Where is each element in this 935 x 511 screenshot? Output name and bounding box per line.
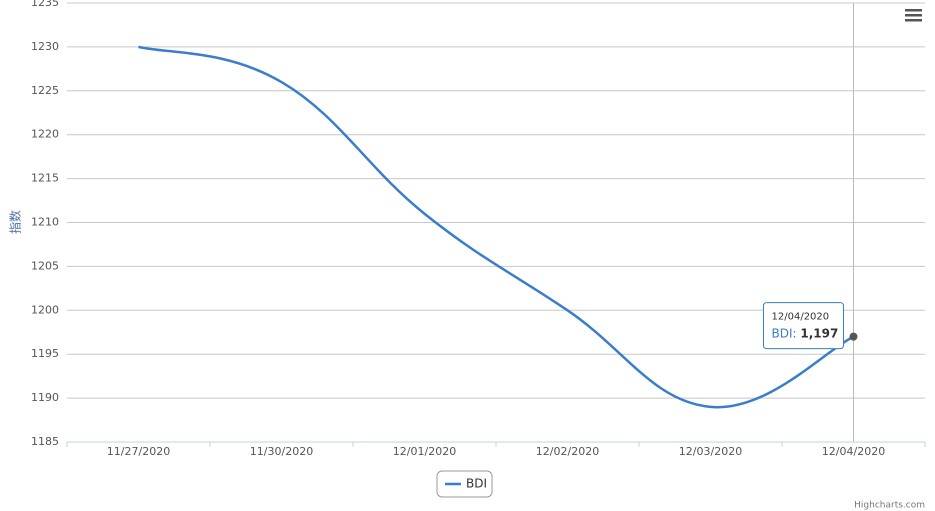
menu-bar	[905, 19, 922, 22]
y-tick-label: 1225	[31, 84, 59, 97]
tooltip: 12/04/2020 BDI: 1,197	[763, 302, 844, 350]
tooltip-category: 12/04/2020	[772, 312, 830, 323]
tooltip-value: BDI: 1,197	[772, 326, 839, 340]
y-tick-label: 1185	[31, 435, 59, 448]
hover-point	[849, 332, 858, 341]
legend-box	[436, 470, 493, 498]
y-tick-label: 1230	[31, 40, 59, 53]
line	[138, 45, 855, 409]
y-tick-label: 1195	[31, 347, 59, 360]
y-tick-label: 1200	[31, 303, 59, 316]
y-axis-title: 指数	[8, 210, 23, 234]
y-tick-label: 1235	[31, 0, 59, 9]
y-tick-label: 1205	[31, 259, 59, 272]
x-tick-label: 11/27/2020	[107, 445, 170, 458]
y-tick-label: 1210	[31, 216, 59, 229]
x-tick-label: 12/04/2020	[822, 445, 885, 458]
y-tick-label: 1190	[31, 391, 59, 404]
menu-button[interactable]	[905, 9, 922, 22]
x-tick-label: 12/03/2020	[679, 445, 742, 458]
y-tick-label: 1215	[31, 172, 59, 185]
y-tick-label: 1220	[31, 128, 59, 141]
legend[interactable]: BDI	[436, 470, 493, 498]
tooltip-series: BDI	[772, 326, 793, 340]
menu-bar	[905, 14, 922, 17]
tooltip-sep: :	[793, 326, 801, 340]
x-tick-label: 12/01/2020	[393, 445, 456, 458]
x-tick-label: 11/30/2020	[250, 445, 313, 458]
x-tick-label: 12/02/2020	[536, 445, 599, 458]
legend-label: BDI	[466, 477, 487, 491]
tooltip-box	[763, 302, 844, 350]
menu-bar	[905, 9, 922, 12]
tooltip-number: 1,197	[800, 326, 838, 340]
credits[interactable]: Highcharts.com	[854, 501, 925, 511]
